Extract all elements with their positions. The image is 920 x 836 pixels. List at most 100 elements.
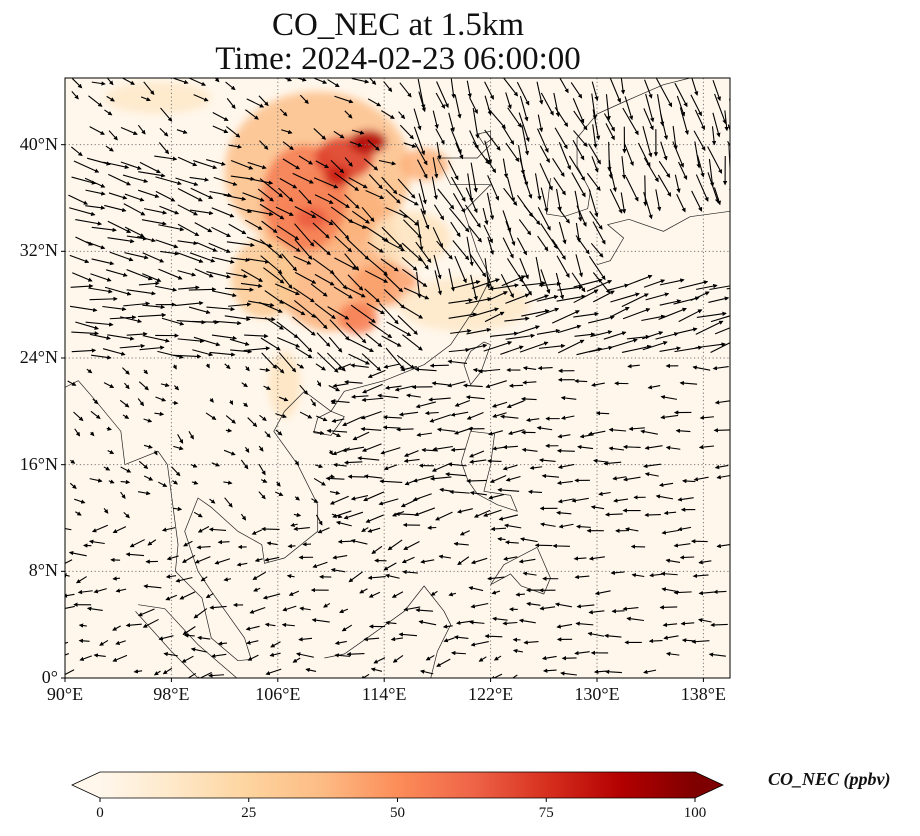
wind-arrow-524 (364, 270, 389, 283)
wind-arrow-786 (506, 258, 524, 283)
wind-arrow-52 (91, 226, 117, 233)
wind-arrow-116 (122, 174, 149, 183)
wind-arrow-513 (342, 446, 365, 453)
wind-arrow-1078 (675, 327, 698, 335)
wind-arrow-169 (155, 190, 176, 202)
wind-arrow-961 (592, 109, 601, 141)
wind-arrow-183 (172, 480, 178, 485)
wind-arrow-768 (497, 536, 506, 542)
wind-arrow-290 (228, 144, 242, 149)
wind-arrow-1012 (622, 107, 639, 136)
wind-arrow-579 (383, 464, 398, 471)
wind-arrow-479 (333, 462, 347, 468)
wind-arrow-206 (181, 655, 194, 663)
wind-arrow-527 (364, 225, 389, 242)
wind-arrow-46 (85, 321, 114, 327)
wind-arrow-367 (275, 283, 300, 296)
wind-arrow-697 (457, 556, 470, 566)
wind-arrow-126 (138, 460, 149, 470)
wind-arrow-291 (225, 126, 241, 138)
wind-arrow-1106 (696, 283, 718, 290)
wind-arrow-919 (573, 311, 599, 318)
wind-arrow-433 (310, 210, 334, 226)
wind-arrow-841 (520, 537, 538, 543)
wind-arrow-681 (448, 268, 456, 292)
wind-arrow-308 (240, 282, 263, 288)
wind-arrow-594 (403, 219, 422, 239)
wind-arrow-311 (246, 236, 273, 248)
wind-arrow-539 (368, 591, 381, 598)
wind-arrow-276 (224, 363, 231, 370)
wind-arrow-1053 (659, 278, 685, 286)
wind-arrow-171 (154, 155, 178, 161)
wind-arrow-1067 (660, 571, 678, 576)
wind-arrow-1039 (644, 79, 653, 99)
wind-arrow-661 (436, 658, 451, 667)
wind-arrow-617 (400, 366, 417, 372)
wind-arrow-788 (505, 220, 516, 246)
wind-arrow-390 (299, 411, 313, 419)
wind-arrow-1119 (698, 559, 712, 565)
wind-arrow-342 (259, 239, 283, 259)
wind-arrow-393 (295, 347, 313, 359)
wind-arrow-273 (225, 428, 233, 433)
wind-arrow-1135 (712, 112, 721, 138)
wind-arrow-728 (478, 656, 487, 662)
wind-arrow-756 (485, 158, 497, 174)
wind-arrow-302 (241, 382, 248, 388)
wind-arrow-490 (346, 287, 366, 298)
wind-arrow-325 (254, 557, 263, 563)
wind-arrow-741 (465, 395, 485, 400)
wind-arrow-1018 (631, 573, 645, 578)
wind-arrow-238 (194, 556, 211, 564)
wind-arrow-1002 (621, 344, 652, 354)
wind-arrow-477 (329, 495, 349, 505)
wind-arrow-1153 (732, 172, 735, 199)
wind-arrow-396 (293, 299, 316, 318)
x-tick-label-5: 130°E (574, 684, 620, 704)
wind-arrow-849 (522, 366, 537, 371)
wind-arrow-32 (78, 638, 90, 644)
wind-arrow-63 (93, 588, 107, 594)
wind-arrow-837 (526, 601, 541, 607)
wind-arrow-987 (603, 113, 615, 132)
wind-arrow-793 (505, 142, 520, 163)
wind-arrow-439 (311, 617, 330, 623)
wind-arrow-1024 (622, 444, 641, 450)
wind-arrow-1028 (642, 331, 664, 340)
co-plume-4 (349, 130, 387, 154)
wind-arrow-523 (364, 288, 381, 303)
wind-arrow-266 (223, 577, 232, 582)
wind-arrow-310 (247, 258, 270, 264)
wind-arrow-28 (71, 146, 83, 157)
wind-arrow-224 (196, 241, 218, 252)
wind-arrow-991 (604, 633, 622, 639)
wind-arrow-951 (592, 272, 611, 294)
wind-arrow-1033 (643, 175, 648, 207)
wind-arrow-136 (138, 281, 160, 286)
wind-arrow-921 (573, 278, 603, 288)
wind-arrow-322 (249, 606, 266, 614)
y-tick-label-5: 40°N (19, 133, 58, 154)
wind-arrow-799 (512, 648, 523, 654)
wind-arrow-184 (171, 466, 181, 477)
wind-arrow-64 (88, 539, 105, 545)
wind-arrow-627 (413, 126, 426, 156)
wind-arrow-73 (107, 334, 135, 341)
y-tick-marks (61, 144, 65, 679)
wind-arrow-620 (415, 241, 432, 264)
wind-arrow-256 (209, 190, 232, 198)
wind-arrow-740 (466, 411, 484, 420)
wind-arrow-1051 (658, 307, 687, 320)
wind-arrow-978 (603, 331, 627, 340)
wind-arrow-797 (503, 78, 519, 97)
wind-arrow-243 (205, 412, 217, 420)
wind-arrow-137 (142, 273, 162, 282)
wind-arrow-735 (469, 490, 487, 496)
wind-arrow-706 (450, 411, 469, 417)
wind-arrow-828 (522, 174, 533, 199)
wind-arrow-865 (537, 114, 544, 133)
wind-arrow-709 (447, 359, 468, 364)
wind-arrow-338 (258, 301, 283, 313)
wind-arrow-949 (592, 290, 615, 303)
